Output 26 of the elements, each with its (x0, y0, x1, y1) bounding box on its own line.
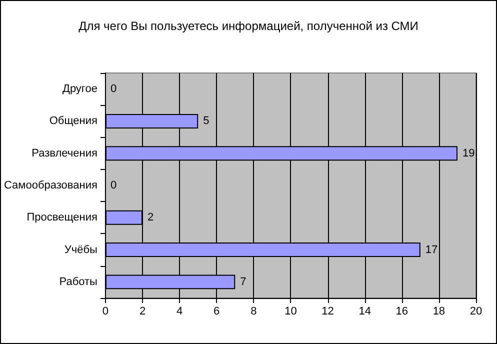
x-tick-label: 10 (284, 306, 297, 318)
x-tick-label: 4 (176, 306, 183, 318)
chart-title: Для чего Вы пользуетесь информацией, полученной из СМИ (78, 19, 418, 33)
x-tick-label: 6 (214, 306, 220, 318)
x-tick-label: 16 (396, 306, 408, 318)
y-tick-label: Самообразования (4, 180, 98, 192)
data-label: 17 (425, 244, 438, 256)
data-label: 5 (203, 115, 210, 128)
x-tick-label: 20 (470, 306, 482, 318)
data-label: 0 (110, 83, 117, 96)
x-tick-label: 0 (102, 306, 109, 318)
x-tick-label: 18 (432, 306, 446, 318)
y-tick-label: Работы (59, 276, 98, 288)
y-tick-label: Просвещения (26, 212, 98, 224)
y-tick-label: Учёбы (64, 244, 98, 256)
data-label: 2 (148, 212, 154, 224)
data-label: 0 (110, 180, 117, 192)
y-tick-label: Общения (49, 115, 98, 128)
data-label: 7 (240, 276, 246, 288)
x-tick-label: 12 (322, 306, 334, 318)
x-tick-label: 8 (250, 306, 257, 318)
y-tick-label: Другое (62, 83, 98, 96)
x-tick-label: 14 (358, 306, 371, 318)
x-tick-label: 2 (139, 306, 146, 318)
data-label: 19 (462, 147, 475, 160)
y-tick-label: Развлечения (32, 147, 98, 160)
